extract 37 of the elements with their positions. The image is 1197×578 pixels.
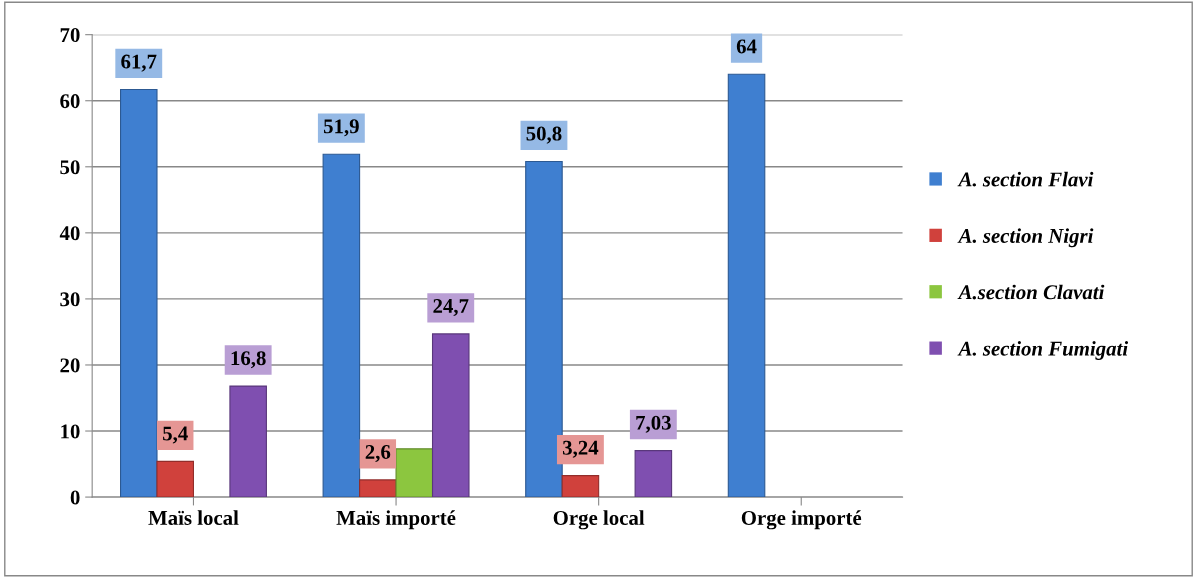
data-label: 24,7 [433, 299, 469, 317]
legend-label: A.section Clavati [957, 284, 1105, 300]
legend-label: A. section Fumigati [957, 341, 1129, 360]
legend-label: A. section Flavi [957, 171, 1094, 187]
data-label: 16,8 [231, 351, 266, 369]
y-tick-label: 40 [59, 226, 80, 241]
bar [119, 88, 158, 498]
y-tick-label: 70 [60, 28, 80, 43]
bar [561, 475, 600, 498]
y-tick-label: 0 [70, 490, 80, 505]
data-label: 7,03 [636, 415, 671, 433]
bar [525, 160, 563, 498]
y-tick-label: 30 [60, 292, 80, 307]
bar [156, 460, 195, 498]
x-tick-label: Maïs importé [336, 510, 456, 530]
bar [634, 450, 673, 498]
y-tick-label: 20 [60, 358, 80, 373]
data-label: 3,24 [562, 440, 599, 458]
data-label: 50,8 [526, 126, 562, 144]
x-tick-label: Orge importé [741, 510, 862, 530]
bar [322, 153, 361, 498]
data-label: 61,7 [121, 54, 157, 72]
bar [229, 385, 267, 498]
bar [359, 479, 397, 498]
bar [395, 448, 434, 498]
data-label: 2,6 [365, 445, 391, 463]
bar [727, 73, 766, 498]
y-tick-label: 60 [60, 94, 80, 109]
data-label: 5,4 [163, 426, 188, 444]
data-label: 51,9 [323, 119, 359, 137]
bar [431, 333, 470, 498]
y-tick-label: 50 [60, 160, 80, 175]
x-tick-label: Maïs local [148, 510, 239, 525]
data-label: 64 [736, 39, 757, 54]
y-tick-label: 10 [61, 424, 80, 439]
x-tick-label: Orge local [553, 510, 645, 530]
legend-label: A. section Nigri [957, 228, 1094, 248]
